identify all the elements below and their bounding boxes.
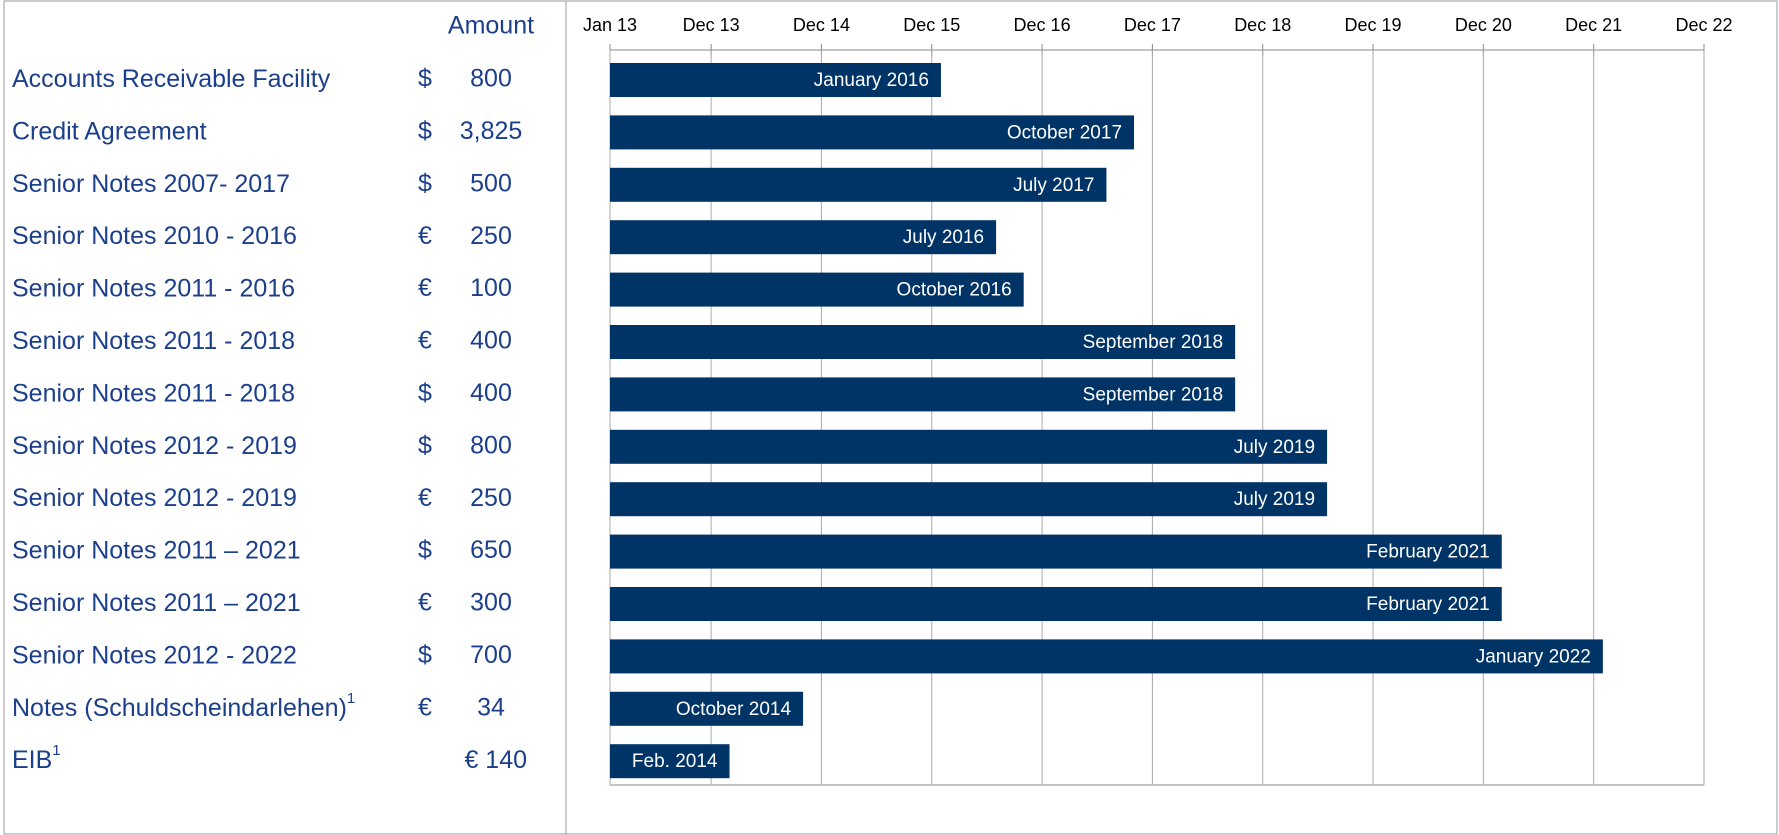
bar-label: July 2019: [1234, 437, 1315, 458]
row-name: Senior Notes 2011 - 2016: [12, 274, 295, 302]
row-label: EIB1: [12, 742, 61, 774]
row-name: EIB: [12, 746, 52, 774]
row-label: Accounts Receivable Facility: [12, 65, 331, 93]
row-label: Senior Notes 2011 - 2016: [12, 274, 295, 302]
footnote-mark: 1: [52, 742, 60, 759]
bar: [610, 272, 1024, 307]
footnote-mark: 1: [347, 690, 355, 707]
row-name: Senior Notes 2012 - 2022: [12, 641, 297, 669]
currency: €: [418, 274, 432, 302]
amount: 34: [477, 693, 505, 721]
bar-label: January 2016: [814, 70, 929, 91]
bar-label: January 2022: [1476, 646, 1591, 667]
bar: [610, 744, 730, 779]
amount: 800: [470, 65, 512, 93]
amount: 400: [470, 327, 512, 355]
x-tick-label: Dec 14: [793, 15, 850, 35]
bar: [610, 220, 997, 255]
bar: [610, 639, 1603, 674]
row-name: Senior Notes 2012 - 2019: [12, 431, 297, 459]
amount: 250: [470, 222, 512, 250]
row-name: Senior Notes 2011 – 2021: [12, 589, 301, 617]
bar-label: October 2016: [897, 280, 1012, 301]
bar-label: February 2021: [1366, 594, 1490, 615]
bar-label: September 2018: [1083, 384, 1224, 405]
row-name: Senior Notes 2011 - 2018: [12, 379, 295, 407]
row-name: Credit Agreement: [12, 117, 207, 145]
currency: $: [418, 641, 432, 669]
currency: $: [418, 536, 432, 564]
amount: 500: [470, 169, 512, 197]
currency: €: [418, 693, 432, 721]
row-label: Senior Notes 2012 - 2019: [12, 484, 297, 512]
bar: [610, 691, 804, 726]
x-tick-label: Dec 18: [1234, 15, 1291, 35]
bar: [610, 115, 1135, 150]
amount: € 140: [464, 746, 527, 774]
x-tick-label: Dec 15: [903, 15, 960, 35]
amount: 800: [470, 431, 512, 459]
amount: 700: [470, 641, 512, 669]
row-label: Senior Notes 2012 - 2022: [12, 641, 297, 669]
row-name: Accounts Receivable Facility: [12, 65, 331, 93]
amount: 300: [470, 589, 512, 617]
currency: $: [418, 65, 432, 93]
currency: $: [418, 117, 432, 145]
bar: [610, 587, 1502, 621]
x-tick-label: Dec 19: [1345, 15, 1402, 35]
row-label: Senior Notes 2011 - 2018: [12, 327, 295, 355]
x-tick-label: Dec 13: [683, 15, 740, 35]
bar-label: July 2017: [1013, 175, 1094, 196]
amount: 3,825: [460, 117, 523, 145]
bar-label: July 2019: [1234, 489, 1315, 510]
x-tick-label: Dec 17: [1124, 15, 1181, 35]
currency: $: [418, 379, 432, 407]
amount: 650: [470, 536, 512, 564]
row-name: Senior Notes 2011 – 2021: [12, 536, 301, 564]
bar-label: October 2017: [1007, 122, 1122, 143]
row-label: Senior Notes 2010 - 2016: [12, 222, 297, 250]
row-label: Senior Notes 2007- 2017: [12, 169, 290, 197]
row-label: Senior Notes 2011 – 2021: [12, 589, 301, 617]
row-label: Senior Notes 2012 - 2019: [12, 431, 297, 459]
row-name: Senior Notes 2012 - 2019: [12, 484, 297, 512]
bar: [610, 377, 1236, 412]
row-name: Notes (Schuldscheindarlehen): [12, 693, 347, 721]
currency: €: [418, 222, 432, 250]
row-name: Senior Notes 2011 - 2018: [12, 327, 295, 355]
row-name: Senior Notes 2007- 2017: [12, 169, 290, 197]
bar-label: September 2018: [1083, 332, 1224, 353]
amount-header: Amount: [448, 12, 534, 40]
bar: [610, 429, 1328, 464]
bar-label: Feb. 2014: [632, 751, 718, 772]
x-tick-label: Dec 20: [1455, 15, 1512, 35]
row-label: Senior Notes 2011 – 2021: [12, 536, 301, 564]
bar: [610, 534, 1502, 569]
amount: 250: [470, 484, 512, 512]
x-tick-label: Jan 13: [583, 15, 637, 35]
x-tick-label: Dec 22: [1675, 15, 1732, 35]
currency: $: [418, 169, 432, 197]
row-name: Senior Notes 2010 - 2016: [12, 222, 297, 250]
currency: $: [418, 431, 432, 459]
amount: 400: [470, 379, 512, 407]
bar: [610, 325, 1236, 359]
x-tick-label: Dec 16: [1014, 15, 1071, 35]
bar-label: July 2016: [903, 227, 984, 248]
amount: 100: [470, 274, 512, 302]
bar-label: February 2021: [1366, 542, 1490, 563]
bar: [610, 63, 941, 97]
currency: €: [418, 327, 432, 355]
bar: [610, 482, 1328, 517]
bar-label: October 2014: [676, 699, 792, 720]
bar: [610, 167, 1107, 202]
frame: [3, 0, 1778, 835]
currency: €: [418, 589, 432, 617]
x-tick-label: Dec 21: [1565, 15, 1622, 35]
row-label: Credit Agreement: [12, 117, 207, 145]
row-label: Senior Notes 2011 - 2018: [12, 379, 295, 407]
row-label: Notes (Schuldscheindarlehen)1: [12, 690, 355, 722]
currency: €: [418, 484, 432, 512]
